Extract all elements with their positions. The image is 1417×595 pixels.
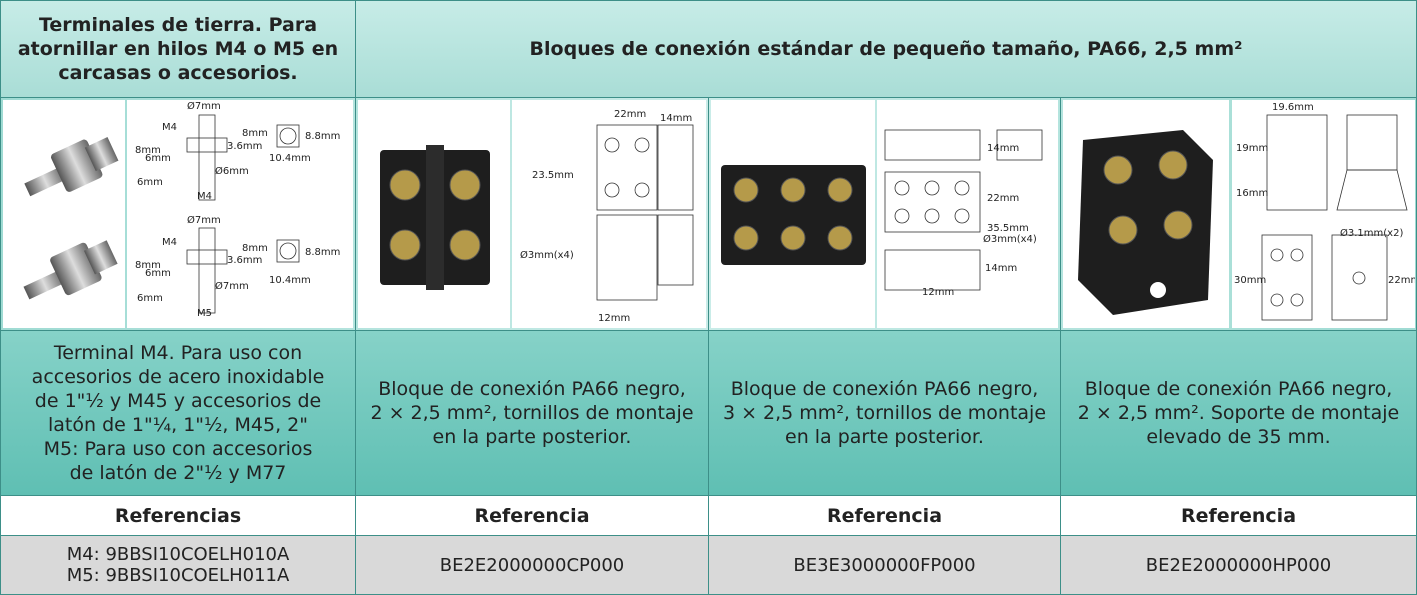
header-text: Bloques de conexión estándar de pequeño … — [529, 38, 1243, 60]
dim-label: 12mm — [922, 287, 954, 298]
description-line: 3 × 2,5 mm², tornillos de montaje — [722, 402, 1047, 424]
drawing: Ø7mm M4 8mm 3.6mm 8mm 6mm Ø6mm 6mm M4 8.… — [127, 100, 353, 328]
description-line: M5: Para uso con accesorios — [43, 438, 313, 460]
dim-label: 22mm — [987, 193, 1019, 204]
dim-label: 12mm — [598, 313, 630, 324]
dim-label: 6mm — [137, 177, 163, 188]
description-cell: Terminal M4. Para uso con accesorios de a… — [0, 330, 356, 496]
dim-label: 23.5mm — [532, 170, 574, 181]
description-line: en la parte posterior. — [785, 426, 984, 448]
technical-drawing: 14mm 22mm 35.5mm Ø3mm(x4) 14mm 12mm — [884, 129, 1043, 298]
description-line: 2 × 2,5 mm². Soporte de montaje — [1077, 402, 1400, 424]
dim-label: 10.4mm — [269, 153, 311, 164]
description-line: de 1"½ y M45 y accesorios de — [34, 390, 322, 412]
technical-drawing: 19.6mm 19mm 16mm Ø3.1mm(x2) 30mm 22mm — [1234, 102, 1415, 321]
reference-heading: Referencias — [114, 504, 242, 527]
dim-label: 6mm — [137, 293, 163, 304]
description-line: Bloque de conexión PA66 negro, — [1084, 378, 1393, 400]
reference-code: BE2E2000000HP000 — [1145, 554, 1332, 576]
technical-drawing: Ø7mm M4 8mm 3.6mm 8mm 6mm Ø6mm 6mm M4 8.… — [135, 100, 340, 319]
dim-label: Ø7mm — [187, 214, 221, 226]
reference-heading: Referencia — [474, 504, 590, 527]
dim-label: M5 — [197, 308, 212, 319]
dim-label: 14mm — [660, 113, 692, 124]
header-cell: Bloques de conexión estándar de pequeño … — [355, 0, 1417, 98]
dim-label: 8.8mm — [305, 247, 340, 258]
block-photo — [1078, 130, 1213, 315]
reference-code: BE3E3000000FP000 — [793, 554, 976, 576]
dim-label: 8mm — [242, 128, 268, 139]
description-line: elevado de 35 mm. — [1146, 426, 1331, 448]
reference-code: BE2E2000000CP000 — [439, 554, 625, 576]
description-line: Terminal M4. Para uso con — [53, 342, 303, 364]
block-photo — [380, 145, 490, 290]
description-line: de latón de 2"½ y M77 — [69, 462, 287, 484]
reference-heading-cell: Referencias — [0, 495, 356, 536]
photo — [1063, 100, 1229, 328]
dim-label: Ø3mm(x4) — [520, 249, 574, 261]
description-line: Bloque de conexión PA66 negro, — [378, 378, 686, 400]
dim-label: Ø7mm — [215, 280, 249, 292]
header-text: Terminales de tierra. Para atornillar en… — [17, 14, 339, 84]
dim-label: 19mm — [1236, 143, 1268, 154]
photo — [358, 100, 510, 328]
dim-label: 8.8mm — [305, 131, 340, 142]
reference-heading: Referencia — [826, 504, 943, 527]
reference-cell: BE2E2000000HP000 — [1060, 535, 1417, 595]
reference-code: M5: 9BBSI10COELH011A — [66, 565, 290, 586]
dim-label: 14mm — [985, 263, 1017, 274]
dim-label: 35.5mm — [987, 223, 1029, 234]
header-cell: Terminales de tierra. Para atornillar en… — [0, 0, 356, 98]
reference-cell: BE3E3000000FP000 — [708, 535, 1061, 595]
description-cell: Bloque de conexión PA66 negro, 3 × 2,5 mm… — [708, 330, 1061, 496]
reference-cell: M4: 9BBSI10COELH010A M5: 9BBSI10COELH011A — [0, 535, 356, 595]
drawing: 22mm 14mm 23.5mm Ø3mm(x4) 12mm — [512, 100, 706, 328]
terminal-photo — [23, 137, 119, 300]
reference-heading-cell: Referencia — [355, 495, 709, 536]
dim-label: 3.6mm — [227, 141, 262, 152]
reference-code: M4: 9BBSI10COELH010A — [66, 544, 290, 565]
dim-label: M4 — [162, 237, 177, 248]
dim-label: M4 — [197, 191, 212, 202]
dim-label: Ø3.1mm(x2) — [1340, 227, 1403, 239]
dim-label: M4 — [162, 122, 177, 133]
dim-label: 22mm — [614, 109, 646, 120]
description-line: latón de 1"¼, 1"½, M45, 2" — [48, 414, 308, 436]
description-cell: Bloque de conexión PA66 negro, 2 × 2,5 mm… — [1060, 330, 1417, 496]
dim-label: 10.4mm — [269, 275, 311, 286]
description-line: en la parte posterior. — [432, 426, 632, 448]
dim-label: 14mm — [987, 143, 1019, 154]
drawing: 14mm 22mm 35.5mm Ø3mm(x4) 14mm 12mm — [877, 100, 1058, 328]
photo — [711, 100, 875, 328]
dim-label: 22mm — [1388, 275, 1415, 286]
dim-label: 3.6mm — [227, 255, 262, 266]
dim-label: 8mm — [242, 243, 268, 254]
dim-label: 16mm — [1236, 188, 1268, 199]
description-line: Bloque de conexión PA66 negro, — [730, 378, 1039, 400]
description-line: accesorios de acero inoxidable — [31, 366, 325, 388]
dim-label: 8mm — [135, 145, 161, 156]
dim-label: Ø6mm — [215, 165, 249, 177]
dim-label: Ø3mm(x4) — [983, 233, 1037, 245]
description-line: 2 × 2,5 mm², tornillos de montaje — [370, 402, 694, 424]
dim-label: 6mm — [145, 268, 171, 279]
reference-cell: BE2E2000000CP000 — [355, 535, 709, 595]
drawing: 19.6mm 19mm 16mm Ø3.1mm(x2) 30mm 22mm — [1232, 100, 1415, 328]
reference-heading-cell: Referencia — [1060, 495, 1417, 536]
description-cell: Bloque de conexión PA66 negro, 2 × 2,5 mm… — [355, 330, 709, 496]
photo — [3, 100, 125, 328]
block-photo — [721, 165, 866, 265]
dim-label: 8mm — [135, 260, 161, 271]
dim-label: 6mm — [145, 153, 171, 164]
reference-heading: Referencia — [1180, 504, 1297, 527]
dim-label: 19.6mm — [1272, 102, 1314, 113]
dim-label: 30mm — [1234, 275, 1266, 286]
dim-label: Ø7mm — [187, 100, 221, 112]
technical-drawing: 22mm 14mm 23.5mm Ø3mm(x4) 12mm — [520, 109, 694, 324]
reference-heading-cell: Referencia — [708, 495, 1061, 536]
